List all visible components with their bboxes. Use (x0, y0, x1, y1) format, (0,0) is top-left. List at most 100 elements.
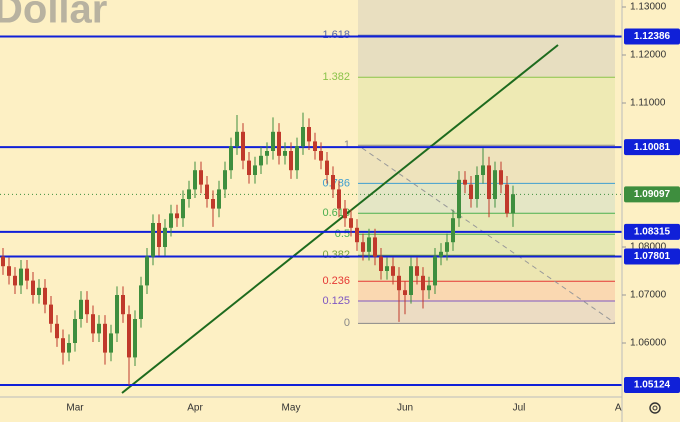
candle-body (67, 343, 71, 353)
fib-zone (358, 77, 615, 146)
candle-body (457, 179, 461, 219)
price-label-box (624, 248, 680, 265)
fib-zone (358, 281, 615, 302)
price-label-box (624, 223, 680, 240)
candle-body (25, 268, 29, 281)
candle-body (169, 213, 173, 228)
y-tick-label: 1.06000 (630, 338, 667, 349)
fib-zone (358, 183, 615, 214)
candle-body (427, 285, 431, 291)
price-label: 1.08315 (634, 227, 671, 238)
price-label-box (624, 377, 680, 394)
candle-body (55, 323, 59, 339)
x-tick-label: Jun (397, 403, 413, 414)
candle-body (301, 127, 305, 147)
candle-body (37, 287, 41, 296)
fib-zone (358, 145, 615, 184)
candle-body (403, 290, 407, 296)
candle-body (325, 160, 329, 176)
candle-body (415, 266, 419, 276)
fib-zone (358, 301, 615, 324)
candle-body (235, 131, 239, 147)
candle-body (121, 295, 125, 315)
price-axis (622, 0, 680, 422)
candle-body (385, 266, 389, 272)
candle-body (295, 146, 299, 171)
price-label: 1.07801 (634, 251, 671, 262)
candle-body (487, 165, 491, 200)
candle-body (91, 314, 95, 334)
fib-zone (358, 234, 615, 256)
candle-body (211, 199, 215, 209)
candle-body (193, 170, 197, 190)
candle-body (43, 287, 47, 305)
x-tick-label: Au (615, 403, 627, 414)
candle-body (265, 151, 269, 156)
candle-body (151, 223, 155, 257)
candle-body (73, 319, 77, 344)
fib-zone (358, 255, 615, 282)
fib-label: 0.236 (322, 275, 350, 287)
price-label: 1.10081 (634, 142, 671, 153)
candle-body (187, 189, 191, 200)
candle-body (1, 256, 5, 267)
candle-body (307, 127, 311, 142)
candle-body (271, 131, 275, 152)
y-tick-label: 1.11000 (630, 98, 666, 109)
candle-body (439, 251, 443, 257)
fib-label: 1 (344, 139, 350, 151)
price-label-box (624, 28, 680, 45)
candle-body (475, 175, 479, 200)
candle-body (283, 151, 287, 156)
candle-body (127, 314, 131, 358)
fib-label: 0.125 (322, 295, 350, 307)
candle-body (7, 266, 11, 276)
candle-body (229, 146, 233, 171)
candle-body (361, 242, 365, 252)
candle-body (409, 266, 413, 296)
candle-body (289, 151, 293, 171)
candle-body (463, 179, 467, 185)
candle-body (145, 256, 149, 286)
fib-zone (358, 35, 615, 78)
x-tick-label: Apr (187, 403, 203, 414)
candle-body (451, 218, 455, 243)
candle-body (19, 268, 23, 286)
candle-body (241, 131, 245, 161)
candle-body (31, 280, 35, 296)
candle-body (199, 170, 203, 185)
trend-line (121, 44, 559, 394)
candle-body (349, 218, 353, 228)
candle-body (499, 170, 503, 185)
candle-body (391, 266, 395, 276)
price-label: 1.12386 (634, 31, 671, 42)
y-tick-label: 1.12000 (630, 50, 667, 61)
plot (0, 35, 622, 394)
candle-body (205, 184, 209, 200)
watermark-title: Dollar (0, 0, 107, 32)
y-tick-label: 1.08000 (630, 242, 667, 253)
candle-body (421, 275, 425, 291)
candle-body (103, 323, 107, 353)
candle-body (373, 237, 377, 257)
candle-body (469, 184, 473, 200)
candle-body (343, 208, 347, 219)
candle-body (97, 323, 101, 334)
candle-body (79, 299, 83, 320)
candle-body (85, 299, 89, 315)
fib-label: 0.786 (322, 177, 350, 189)
candle-body (217, 189, 221, 209)
candles (1, 112, 515, 386)
x-tick-label: May (282, 403, 301, 414)
y-tick-label: 1.13000 (630, 2, 667, 13)
candle-body (511, 194, 515, 214)
candle-body (109, 333, 113, 353)
price-label: 1.09097 (634, 189, 671, 200)
settings-icon[interactable] (649, 402, 661, 414)
candle-body (13, 275, 17, 286)
price-label: 1.05124 (634, 380, 671, 391)
y-tick-label: 1.07000 (630, 290, 667, 301)
